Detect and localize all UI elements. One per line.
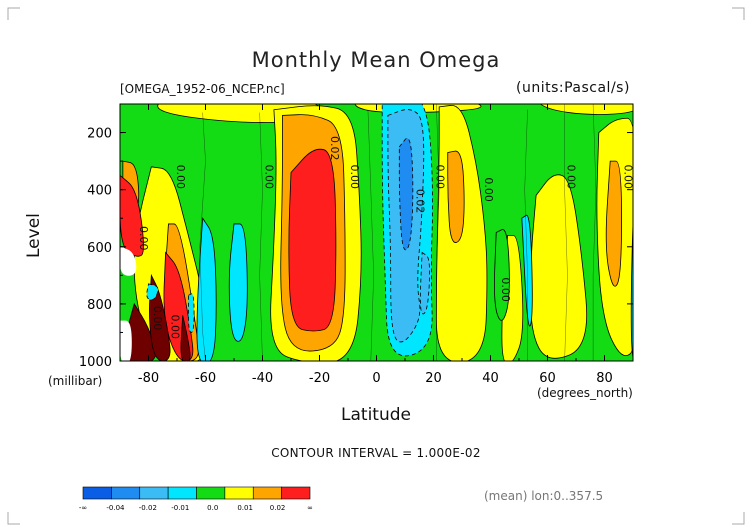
corner-mark xyxy=(7,7,20,20)
contour-labels: 0.00 0.00 0.00 0.02 0.00 0.02 0.00 0.00 0.00 0.00… xyxy=(137,136,635,339)
y-tick-label: 800 xyxy=(87,298,112,313)
contour-label: 0.00 xyxy=(262,165,275,190)
y-axis-unit: (millibar) xyxy=(48,374,103,388)
contour-label: 0.00 xyxy=(621,165,634,190)
corner-mark xyxy=(732,512,745,525)
contour-region xyxy=(539,104,633,115)
colorbar-label: -0.02 xyxy=(139,504,157,512)
x-tick-label: -20 xyxy=(309,371,330,386)
x-tick-label: 0 xyxy=(372,371,380,386)
colorbar-swatch xyxy=(82,486,112,500)
contour-region xyxy=(398,137,414,251)
contour-region xyxy=(120,246,137,276)
contour-line xyxy=(524,109,528,361)
contour-region xyxy=(120,320,132,361)
chart-title: Monthly Mean Omega xyxy=(251,48,501,72)
contour-region xyxy=(419,251,430,315)
units-label: (units:Pascal/s) xyxy=(516,80,630,96)
contour-region xyxy=(447,150,465,243)
contour-line xyxy=(564,104,568,361)
colorbar: -∞ -0.04 -0.02 -0.01 0.0 0.01 0.02 ∞ xyxy=(79,486,313,512)
x-tick-label: 40 xyxy=(482,371,499,386)
contour-label: 0.00 xyxy=(482,177,495,202)
colorbar-label: 0.02 xyxy=(270,504,286,512)
x-tick-label: -60 xyxy=(195,371,216,386)
y-tick-label: 200 xyxy=(87,127,112,142)
contour-label: 0.00 xyxy=(433,165,446,190)
contour-label: 0.00 xyxy=(499,277,512,302)
plot-axes: -80 -60 -40 -20 0 20 40 60 80 200 400 600 800 1000 xyxy=(79,103,634,386)
colorbar-label: ∞ xyxy=(307,504,313,512)
colorbar-swatch xyxy=(252,486,282,500)
x-tick-label: -40 xyxy=(252,371,273,386)
x-tick-label: 80 xyxy=(596,371,613,386)
contour-region xyxy=(196,217,217,361)
contour-region xyxy=(494,229,510,321)
contour-line xyxy=(436,104,440,361)
contour-label: 0.00 xyxy=(151,306,164,331)
contour-region xyxy=(146,283,159,301)
contour-label: 0.00 xyxy=(564,165,577,190)
colorbar-swatch xyxy=(196,486,226,500)
contour-field xyxy=(120,104,633,361)
x-tick-label: 20 xyxy=(425,371,442,386)
y-tick-label: 600 xyxy=(87,241,112,256)
colorbar-swatch xyxy=(281,486,311,500)
file-label: [OMEGA_1952-06_NCEP.nc] xyxy=(120,82,285,96)
colorbar-swatch xyxy=(139,486,169,500)
contour-region xyxy=(288,148,337,332)
contour-label: 0.02 xyxy=(413,189,426,214)
x-axis-unit: (degrees_north) xyxy=(537,386,633,400)
contour-line xyxy=(592,104,597,361)
corner-mark xyxy=(7,512,20,525)
contour-label: 0.00 xyxy=(174,165,187,190)
contour-region xyxy=(605,160,623,287)
y-tick-label: 1000 xyxy=(79,355,112,370)
contour-label: 0.00 xyxy=(348,165,361,190)
colorbar-label: 0.0 xyxy=(207,504,218,512)
colorbar-swatch xyxy=(167,486,197,500)
contour-label: 0.02 xyxy=(328,136,341,161)
colorbar-swatch xyxy=(111,486,141,500)
field-layers xyxy=(120,104,633,361)
contour-region xyxy=(228,223,248,342)
y-tick-label: 400 xyxy=(87,184,112,199)
contour-label: 0.00 xyxy=(137,226,150,251)
colorbar-label: -∞ xyxy=(79,504,87,512)
contour-region xyxy=(188,293,195,333)
contour-line xyxy=(199,112,206,361)
colorbar-label: 0.01 xyxy=(237,504,253,512)
contour-interval-label: CONTOUR INTERVAL = 1.000E-02 xyxy=(271,446,481,460)
colorbar-label: -0.01 xyxy=(171,504,189,512)
footnote: (mean) lon:0..357.5 xyxy=(484,489,604,503)
colorbar-label: -0.04 xyxy=(106,504,125,512)
contour-region xyxy=(521,214,533,327)
contour-line xyxy=(259,112,263,361)
corner-mark xyxy=(732,7,745,20)
x-tick-label: 60 xyxy=(539,371,556,386)
colorbar-swatch xyxy=(224,486,254,500)
contour-region xyxy=(180,315,191,361)
x-axis-title: Latitude xyxy=(341,405,411,425)
contour-label: 0.00 xyxy=(168,314,181,339)
x-tick-label: -80 xyxy=(138,371,159,386)
contour-line xyxy=(367,109,374,361)
